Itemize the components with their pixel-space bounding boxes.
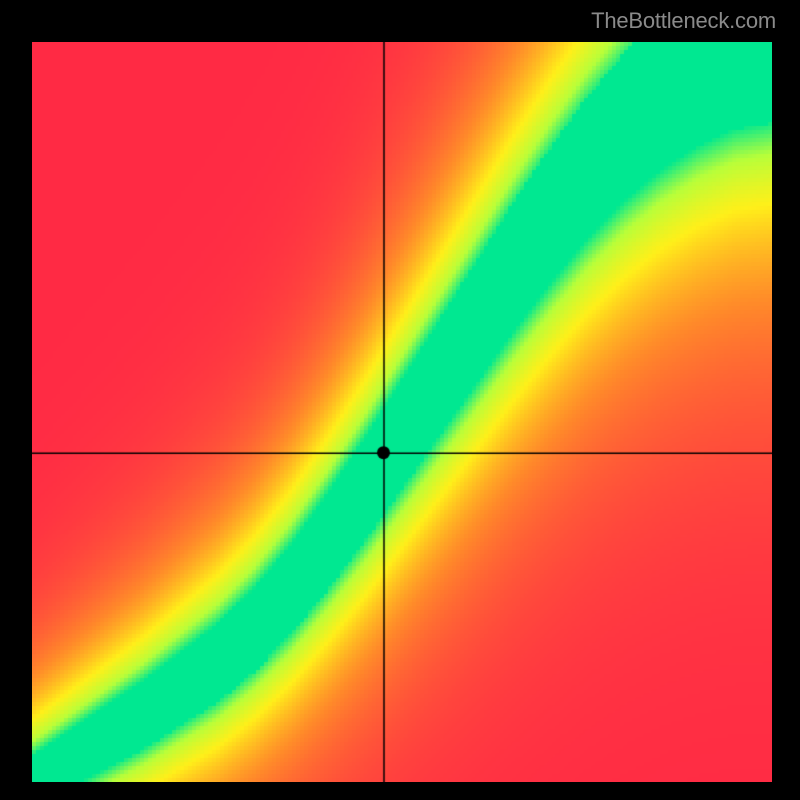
heatmap-canvas <box>32 42 772 782</box>
watermark-text: TheBottleneck.com <box>591 8 776 34</box>
bottleneck-heatmap <box>32 42 772 782</box>
